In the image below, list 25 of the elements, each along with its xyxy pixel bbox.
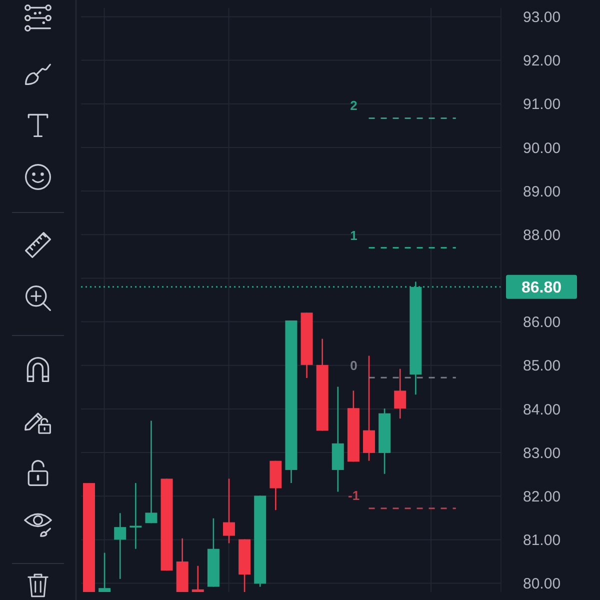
y-tick-label: 80.00: [523, 576, 561, 593]
y-tick-label: 85.00: [523, 358, 561, 375]
candlestick: [394, 368, 406, 420]
annotation: 2: [349, 98, 358, 114]
y-tick-label: 90.00: [523, 140, 561, 157]
candlestick: [363, 355, 375, 462]
y-tick-label: 89.00: [523, 183, 561, 200]
candlestick: [98, 552, 111, 592]
y-tick-label: 91.00: [523, 96, 561, 114]
annotation: 0: [349, 358, 358, 374]
y-tick-label: 88.00: [523, 226, 561, 244]
annotation: 1: [349, 228, 358, 244]
y-tick-label: 83.00: [523, 444, 561, 462]
ref-line-label: 86.80: [521, 279, 562, 296]
annotation: -1: [346, 488, 361, 504]
candlestick: [145, 420, 158, 524]
y-tick-label: 86.00: [523, 314, 561, 332]
y-tick-label: 92.00: [523, 52, 561, 70]
candlestick: [192, 565, 204, 592]
y-tick-label: 82.00: [523, 488, 561, 506]
candlestick: [114, 512, 126, 580]
y-tick-label: 93.00: [523, 9, 561, 26]
y-tick-label: 81.00: [523, 532, 561, 550]
candlestick: [223, 478, 235, 544]
y-tick-label: 84.00: [523, 401, 561, 418]
